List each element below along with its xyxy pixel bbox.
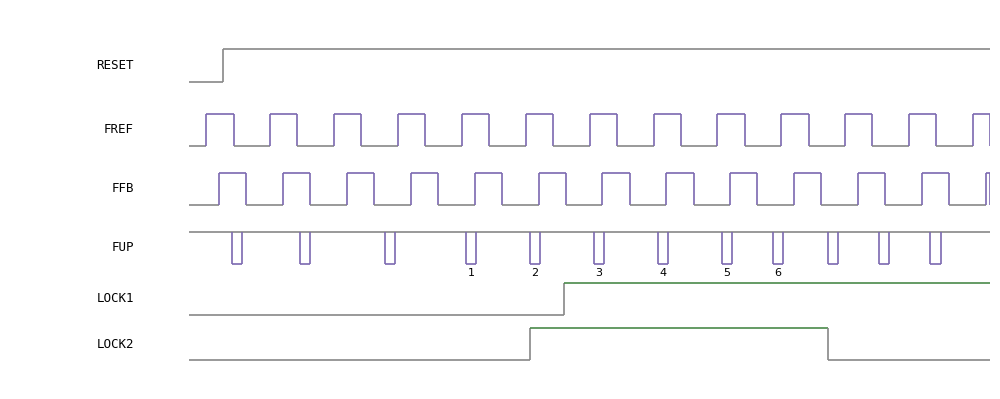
Text: LOCK2: LOCK2 <box>96 338 134 351</box>
Text: 6: 6 <box>774 268 781 278</box>
Text: 3: 3 <box>596 268 602 278</box>
Text: 4: 4 <box>659 268 666 278</box>
Text: FFB: FFB <box>111 182 134 195</box>
Text: FREF: FREF <box>104 123 134 136</box>
Text: 1: 1 <box>468 268 475 278</box>
Text: FUP: FUP <box>111 241 134 254</box>
Text: RESET: RESET <box>96 59 134 72</box>
Text: 2: 2 <box>532 268 539 278</box>
Text: LOCK1: LOCK1 <box>96 292 134 305</box>
Text: 5: 5 <box>723 268 730 278</box>
